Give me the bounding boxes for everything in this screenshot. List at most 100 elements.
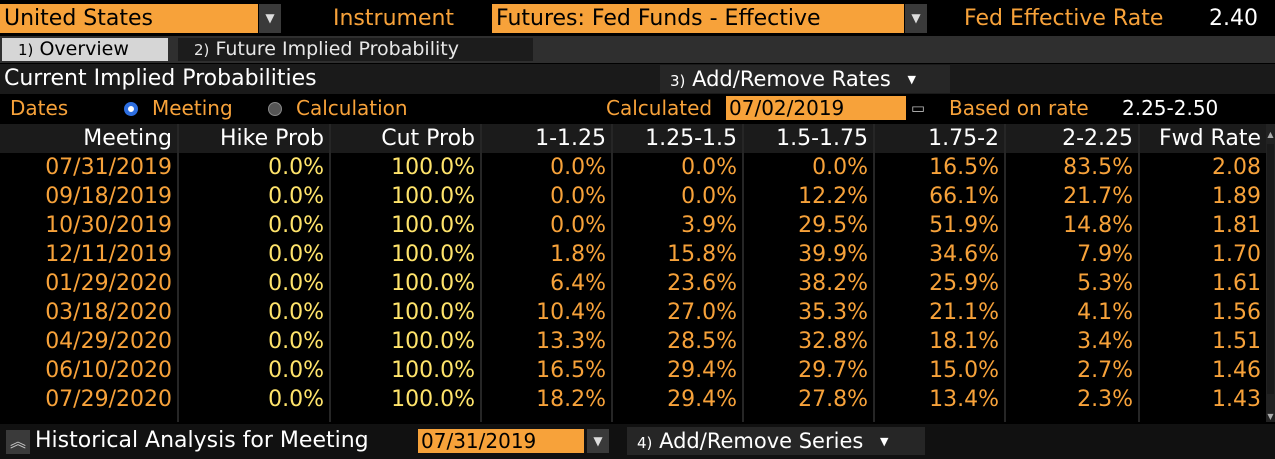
column-header-fwd-rate[interactable]: Fwd Rate <box>1158 126 1261 151</box>
cell-cut-prob: 100.0% <box>391 271 475 296</box>
instrument-dropdown-button[interactable]: ▼ <box>905 4 927 33</box>
cell-cut-prob: 100.0% <box>391 213 475 238</box>
column-header-meeting[interactable]: Meeting <box>83 126 172 151</box>
table-row[interactable]: 12/11/2019 0.0% 100.0% 1.8% 15.8% 39.9% … <box>0 240 1266 269</box>
meeting-radio[interactable] <box>124 102 138 116</box>
column-header-1.75-2[interactable]: 1.75-2 <box>928 126 999 151</box>
cell-1.25-1.5: 29.4% <box>667 387 737 412</box>
table-header: Meeting Hike Prob Cut Prob 1-1.25 1.25-1… <box>0 124 1275 153</box>
cell-fwd-rate: 1.43 <box>1212 387 1261 412</box>
cell-1.5-1.75: 38.2% <box>798 271 868 296</box>
cell-fwd-rate: 1.51 <box>1212 329 1261 354</box>
cell-1.75-2: 25.9% <box>929 271 999 296</box>
column-divider <box>329 124 331 422</box>
calendar-icon[interactable]: ▭ <box>910 99 926 117</box>
cell-meeting: 10/30/2019 <box>45 213 172 238</box>
cell-2-2.25: 5.3% <box>1077 271 1133 296</box>
cell-2-2.25: 14.8% <box>1063 213 1133 238</box>
caret-down-icon: ▼ <box>911 11 921 25</box>
cell-meeting: 07/29/2020 <box>45 387 172 412</box>
cell-2-2.25: 3.4% <box>1077 329 1133 354</box>
caret-down-icon: ▼ <box>880 435 889 448</box>
column-divider <box>873 124 875 422</box>
calculation-radio[interactable] <box>268 102 282 116</box>
double-chevron-up-icon[interactable]: ︽ <box>6 430 30 454</box>
table-row[interactable]: 03/18/2020 0.0% 100.0% 10.4% 27.0% 35.3%… <box>0 298 1266 327</box>
cell-1-1.25: 1.8% <box>550 242 606 267</box>
menu-label: Add/Remove Series <box>659 429 864 453</box>
column-header-1.5-1.75[interactable]: 1.5-1.75 <box>776 126 868 151</box>
cell-1.75-2: 13.4% <box>929 387 999 412</box>
fed-rate-label: Fed Effective Rate <box>964 6 1164 31</box>
cell-1.5-1.75: 0.0% <box>812 155 868 180</box>
table-row[interactable]: 10/30/2019 0.0% 100.0% 0.0% 3.9% 29.5% 5… <box>0 211 1266 240</box>
meeting-date-dropdown[interactable]: 07/31/2019 <box>418 429 584 453</box>
cell-meeting: 07/31/2019 <box>45 155 172 180</box>
add-remove-series-button[interactable]: 4) Add/Remove Series ▼ <box>627 427 925 455</box>
historical-analysis-title: Historical Analysis for Meeting <box>35 428 369 453</box>
instrument-dropdown[interactable]: Futures: Fed Funds - Effective <box>492 4 904 33</box>
table-row[interactable]: 01/29/2020 0.0% 100.0% 6.4% 23.6% 38.2% … <box>0 269 1266 298</box>
cell-1.75-2: 18.1% <box>929 329 999 354</box>
scroll-thumb[interactable] <box>1267 144 1274 394</box>
cell-1-1.25: 0.0% <box>550 155 606 180</box>
cell-1.75-2: 51.9% <box>929 213 999 238</box>
cell-cut-prob: 100.0% <box>391 242 475 267</box>
tab-future-implied-probability[interactable]: 2) Future Implied Probability <box>178 38 533 61</box>
cell-1-1.25: 0.0% <box>550 213 606 238</box>
cell-fwd-rate: 1.46 <box>1212 358 1261 383</box>
section-title: Current Implied Probabilities <box>4 66 317 91</box>
calculation-radio-label[interactable]: Calculation <box>296 96 408 120</box>
cell-hike-prob: 0.0% <box>268 387 324 412</box>
cell-1.25-1.5: 27.0% <box>667 300 737 325</box>
cell-1.5-1.75: 29.7% <box>798 358 868 383</box>
cell-meeting: 04/29/2020 <box>45 329 172 354</box>
menu-number: 4) <box>637 434 653 452</box>
scroll-down-icon[interactable]: ▼ <box>1267 412 1274 421</box>
instrument-value: Futures: Fed Funds - Effective <box>496 6 821 31</box>
table-row[interactable]: 07/31/2019 0.0% 100.0% 0.0% 0.0% 0.0% 16… <box>0 153 1266 182</box>
column-header-cut-prob[interactable]: Cut Prob <box>381 126 475 151</box>
cell-fwd-rate: 2.08 <box>1212 155 1261 180</box>
tab-label: Future Implied Probability <box>215 38 459 60</box>
tab-number: 2) <box>194 41 210 59</box>
calculated-date-value: 07/02/2019 <box>729 96 845 120</box>
column-header-hike-prob[interactable]: Hike Prob <box>219 126 324 151</box>
calculated-label: Calculated <box>606 96 713 120</box>
cell-1.5-1.75: 35.3% <box>798 300 868 325</box>
cell-cut-prob: 100.0% <box>391 184 475 209</box>
tab-number: 1) <box>18 41 34 59</box>
add-remove-rates-button[interactable]: 3) Add/Remove Rates ▼ <box>660 65 950 93</box>
column-header-2-2.25[interactable]: 2-2.25 <box>1062 126 1133 151</box>
table-scrollbar[interactable]: ▲ ▼ <box>1266 124 1275 422</box>
cell-1.5-1.75: 27.8% <box>798 387 868 412</box>
caret-down-icon: ▼ <box>593 434 603 448</box>
cell-hike-prob: 0.0% <box>268 242 324 267</box>
meeting-date-dropdown-button[interactable]: ▼ <box>587 429 609 453</box>
instrument-label: Instrument <box>333 6 455 31</box>
scroll-up-icon[interactable]: ▲ <box>1267 130 1274 139</box>
table-row[interactable]: 07/29/2020 0.0% 100.0% 18.2% 29.4% 27.8%… <box>0 385 1266 414</box>
cell-1.75-2: 21.1% <box>929 300 999 325</box>
tab-bar: 1) Overview 2) Future Implied Probabilit… <box>0 36 1275 63</box>
cell-fwd-rate: 1.56 <box>1212 300 1261 325</box>
table-row[interactable]: 09/18/2019 0.0% 100.0% 0.0% 0.0% 12.2% 6… <box>0 182 1266 211</box>
cell-meeting: 01/29/2020 <box>45 271 172 296</box>
cell-1.25-1.5: 0.0% <box>681 155 737 180</box>
table-row[interactable]: 06/10/2020 0.0% 100.0% 16.5% 29.4% 29.7%… <box>0 356 1266 385</box>
based-on-rate-value: 2.25-2.50 <box>1122 96 1219 120</box>
column-header-1-1.25[interactable]: 1-1.25 <box>535 126 606 151</box>
calculated-date-input[interactable]: 07/02/2019 <box>726 96 906 120</box>
column-header-1.25-1.5[interactable]: 1.25-1.5 <box>645 126 737 151</box>
meeting-radio-label[interactable]: Meeting <box>152 96 233 120</box>
cell-2-2.25: 4.1% <box>1077 300 1133 325</box>
cell-hike-prob: 0.0% <box>268 300 324 325</box>
country-dropdown[interactable]: United States <box>0 4 258 33</box>
table-row[interactable]: 04/29/2020 0.0% 100.0% 13.3% 28.5% 32.8%… <box>0 327 1266 356</box>
cell-2-2.25: 83.5% <box>1063 155 1133 180</box>
tab-overview[interactable]: 1) Overview <box>2 38 168 61</box>
cell-1-1.25: 10.4% <box>536 300 606 325</box>
fed-rate-value: 2.40 <box>1209 6 1258 31</box>
country-dropdown-button[interactable]: ▼ <box>259 4 281 33</box>
cell-cut-prob: 100.0% <box>391 358 475 383</box>
